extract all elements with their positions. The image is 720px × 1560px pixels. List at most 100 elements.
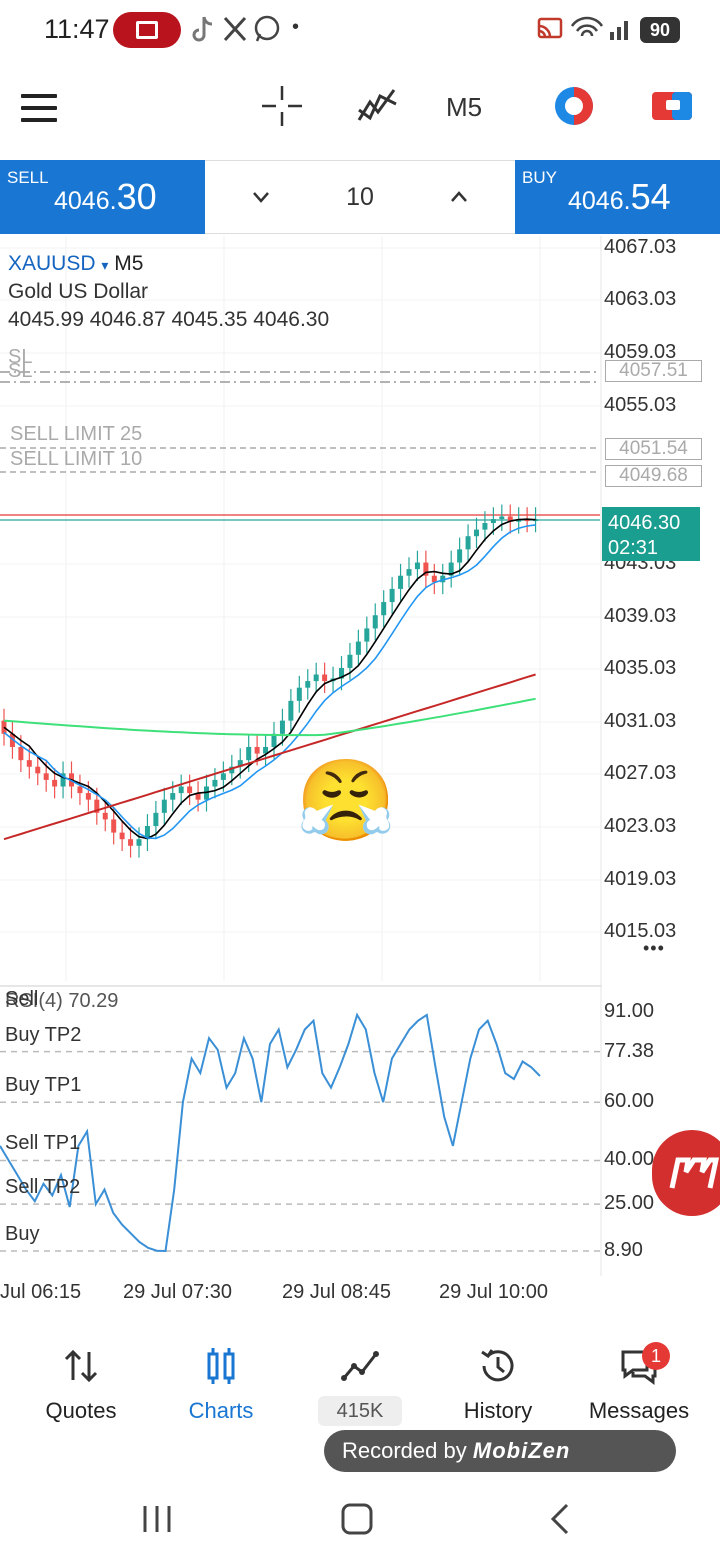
candle-body xyxy=(414,562,420,570)
candle-body xyxy=(339,667,344,679)
price-axis-label: 4063.03 xyxy=(604,288,677,310)
bottom-navigation: Quotes Charts 415K Histo xyxy=(0,1330,720,1440)
nav-trade[interactable]: 415K xyxy=(290,1330,430,1430)
recent-apps-icon[interactable] xyxy=(140,1502,174,1536)
buy-price-prefix: 4046. xyxy=(568,187,631,215)
color-scheme-icon[interactable] xyxy=(552,84,596,128)
rsi-level-label: Buy TP1 xyxy=(5,1074,82,1097)
candle-body xyxy=(474,529,479,537)
crosshair-icon[interactable] xyxy=(260,84,304,128)
candle-body xyxy=(144,826,150,840)
chevron-up-icon[interactable] xyxy=(447,185,471,209)
nav-history[interactable]: History xyxy=(428,1330,568,1430)
rsi-axis-label: 25.00 xyxy=(604,1192,655,1215)
rsi-levels xyxy=(0,1050,600,1252)
wifi-icon xyxy=(570,16,604,37)
symbol-timeframe: M5 xyxy=(114,252,144,275)
candle-body xyxy=(229,766,235,774)
time-label-2: 29 Jul 08:45 xyxy=(282,1281,391,1303)
back-icon[interactable] xyxy=(545,1502,575,1536)
sell-limit-label-1[interactable]: SELL LIMIT 25 xyxy=(10,423,143,445)
price-axis-label: 4015.03 xyxy=(604,920,677,942)
ma-fast-line xyxy=(3,518,536,840)
more-icon[interactable]: ••• xyxy=(643,938,665,958)
quotes-icon xyxy=(64,1349,98,1383)
recorded-by-watermark: Recorded by MobiZen xyxy=(324,1430,676,1472)
ohlc-values: 4045.99 4046.87 4045.35 4046.30 xyxy=(8,308,330,331)
candle-body xyxy=(153,812,159,827)
nav-messages[interactable]: Messages xyxy=(569,1330,709,1430)
candle-body xyxy=(372,615,378,629)
candle-body xyxy=(187,786,193,794)
candle-body xyxy=(263,746,269,754)
candle-body xyxy=(305,681,311,688)
recorded-by-text: Recorded by xyxy=(342,1438,467,1463)
sell-limit-level-box-1: 4051.54 xyxy=(605,438,702,460)
sell-price: 4046.30 xyxy=(54,176,157,218)
rsi-overlap-sell-label: Sell xyxy=(5,988,39,1010)
timeframe-button[interactable]: M5 xyxy=(446,92,483,122)
rsi-level-label: Buy xyxy=(5,1223,40,1245)
lot-value[interactable]: 10 xyxy=(346,183,374,211)
candle-body xyxy=(296,687,302,701)
buy-button[interactable]: BUY 4046.54 xyxy=(515,160,720,234)
ma-slow-red-line xyxy=(3,673,536,841)
candle-body xyxy=(94,799,100,813)
candle-body xyxy=(389,588,395,603)
menu-icon[interactable] xyxy=(21,94,57,122)
sell-label: SELL xyxy=(7,168,49,187)
candle-body xyxy=(119,832,125,840)
time-label-0: Jul 06:15 xyxy=(0,1281,82,1303)
rsi-axis-label: 8.90 xyxy=(604,1239,643,1261)
sell-price-prefix: 4046. xyxy=(54,187,117,215)
signal-icon xyxy=(610,21,628,40)
candle-body xyxy=(85,793,91,800)
one-click-trading-icon[interactable] xyxy=(650,84,694,128)
home-icon[interactable] xyxy=(340,1502,374,1536)
rsi-level-label: Sell TP2 xyxy=(5,1176,81,1199)
price-axis-label: 4067.03 xyxy=(604,236,677,258)
candle-body xyxy=(288,700,294,721)
sell-limit-level-box-2: 4049.68 xyxy=(605,465,702,487)
tiktok-icon xyxy=(192,16,213,42)
candle-body xyxy=(490,519,496,524)
symbol-name[interactable]: XAUUSD xyxy=(8,252,96,275)
ma-slow-green-line xyxy=(3,697,536,737)
price-axis-label: 4023.03 xyxy=(604,815,677,837)
candle-body xyxy=(364,628,370,642)
time-label-3: 29 Jul 10:00 xyxy=(439,1281,548,1303)
nav-charts[interactable]: Charts xyxy=(151,1330,291,1430)
chart-area[interactable]: XAUUSD ▾ M5 Gold US Dollar 4045.99 4046.… xyxy=(0,236,720,1306)
price-axis-label: 4055.03 xyxy=(604,394,677,416)
sl-level-box: 4057.51 xyxy=(605,360,702,382)
cast-icon xyxy=(537,17,563,39)
mobizen-logo-icon xyxy=(669,1157,720,1189)
price-axis-label: 4059.03 xyxy=(604,341,677,363)
sell-button[interactable]: SELL 4046.30 xyxy=(0,160,205,234)
messages-badge: 1 xyxy=(642,1342,670,1370)
battery-indicator: 90 xyxy=(640,17,680,43)
price-axis-label: 4031.03 xyxy=(604,710,677,732)
rsi-axis-label: 77.38 xyxy=(604,1039,655,1062)
sl-label-1: SL xyxy=(8,346,33,368)
candle-body xyxy=(170,793,176,800)
charts-icon xyxy=(207,1348,235,1384)
rsi-level-label: Sell TP1 xyxy=(5,1132,81,1155)
symbol-header[interactable]: XAUUSD ▾ M5 xyxy=(8,252,143,276)
candle-body xyxy=(499,516,505,520)
rsi-label: RSI(4) 70.29 xyxy=(5,990,119,1012)
candle-body xyxy=(279,720,285,734)
indicators-icon[interactable] xyxy=(356,84,400,128)
mobizen-floating-button[interactable] xyxy=(652,1130,720,1216)
symbol-dropdown-arrow[interactable]: ▾ xyxy=(101,257,109,273)
nav-quotes[interactable]: Quotes xyxy=(11,1330,151,1430)
nav-charts-label: Charts xyxy=(188,1398,254,1423)
sell-limit-label-2[interactable]: SELL LIMIT 10 xyxy=(10,448,143,470)
price-chart[interactable] xyxy=(0,236,720,1306)
chevron-down-icon[interactable] xyxy=(249,185,273,209)
trade-panel: SELL 4046.30 10 BUY 4046.54 xyxy=(0,160,720,234)
candle-body xyxy=(136,839,142,846)
buy-label: BUY xyxy=(522,168,557,187)
nav-messages-label: Messages xyxy=(588,1398,690,1423)
